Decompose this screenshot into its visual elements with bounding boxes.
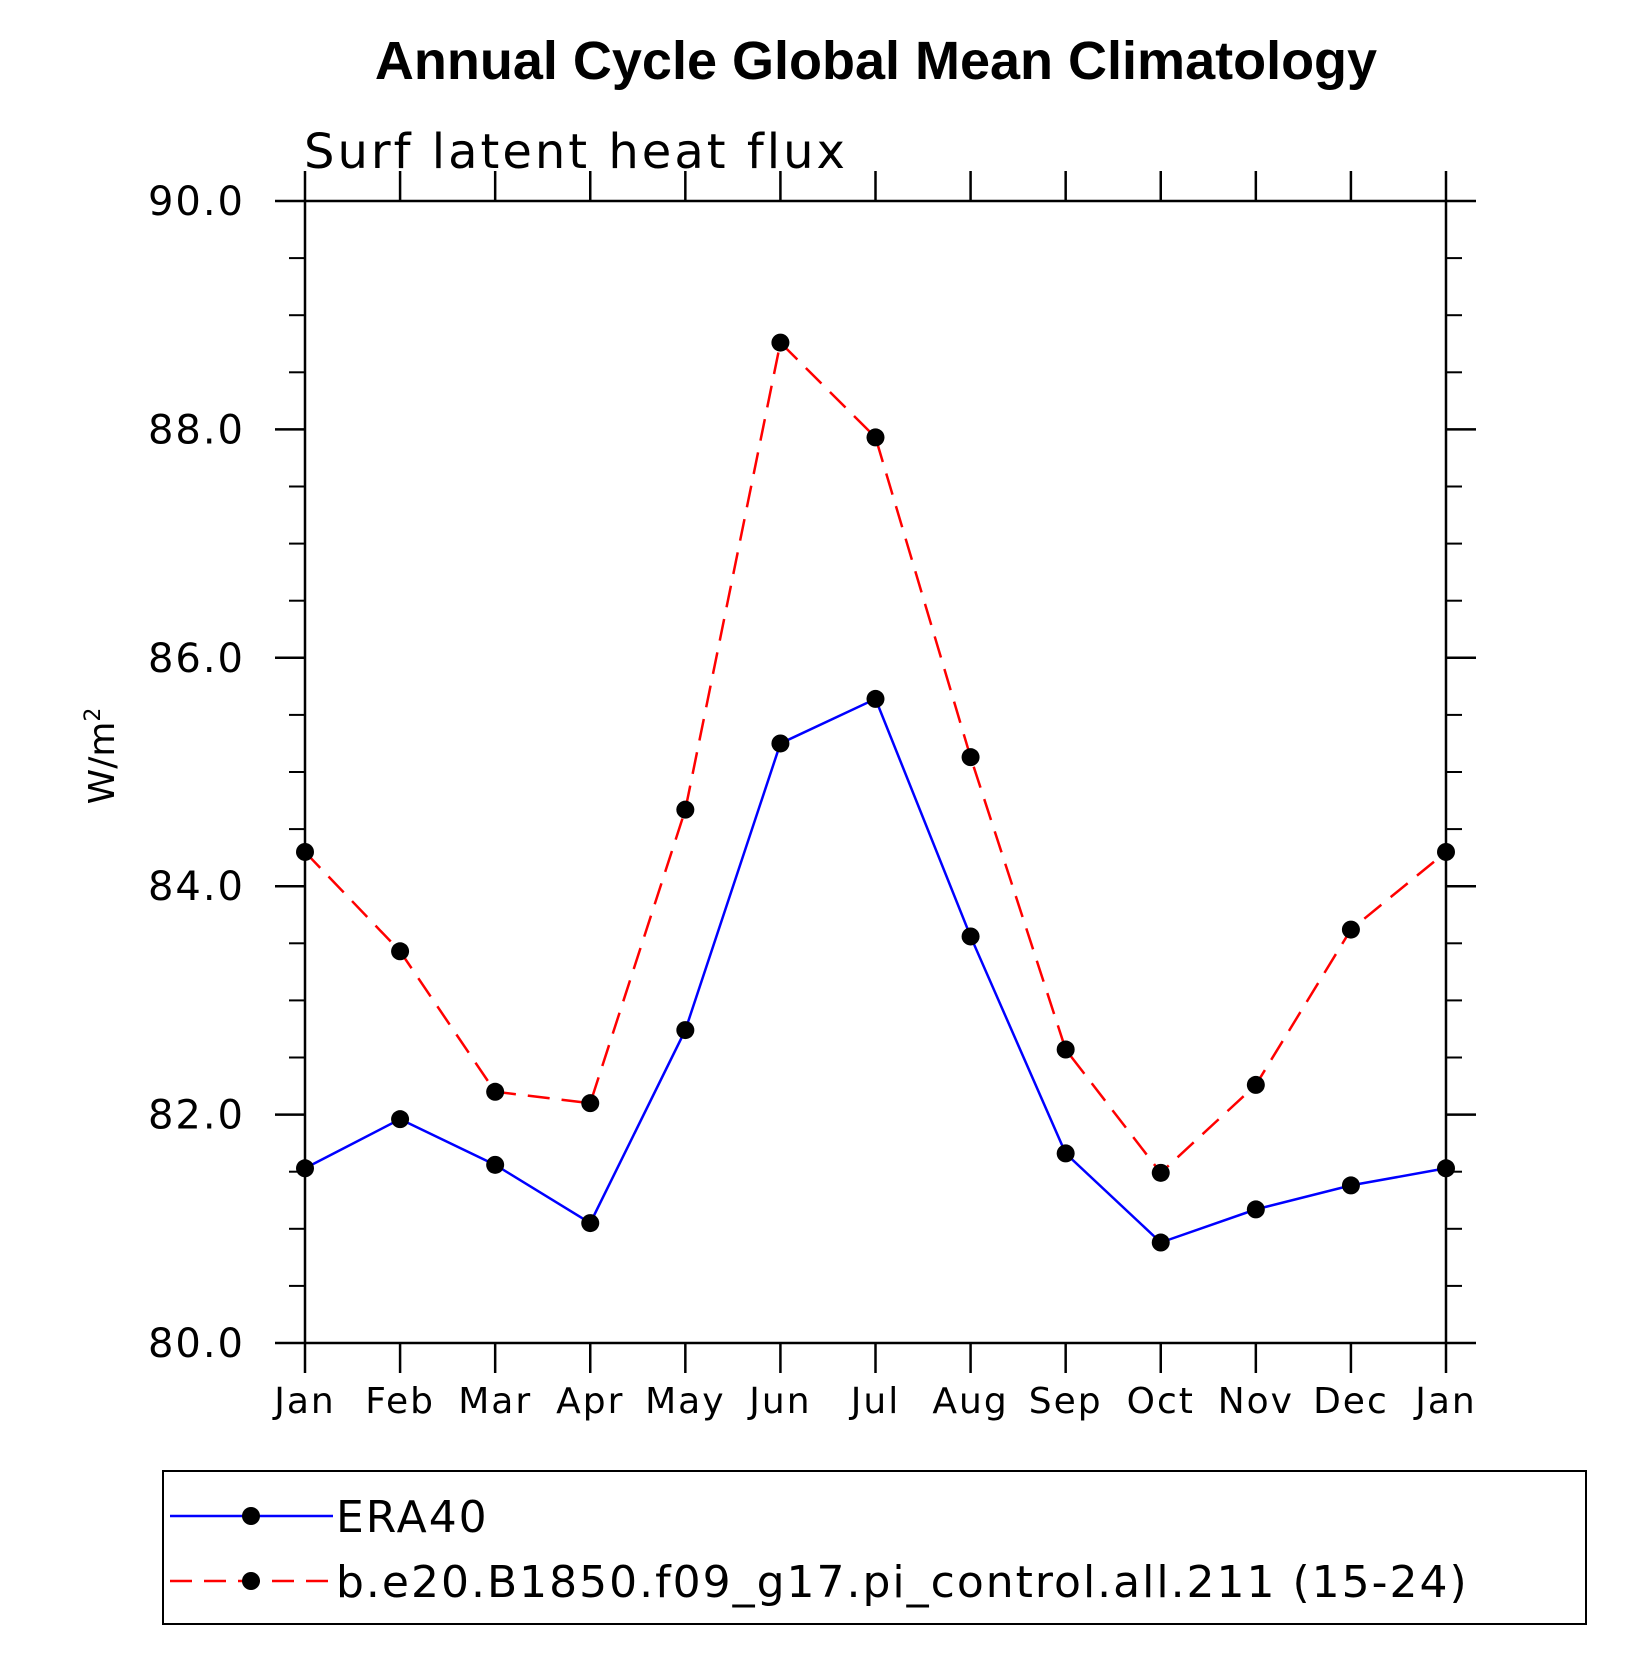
y-tick-label: 84.0 (148, 864, 245, 910)
series-2-point (1151, 1163, 1170, 1182)
x-tick-label: Mar (458, 1381, 532, 1422)
x-tick-label: Jan (1413, 1381, 1477, 1422)
series-1-point (486, 1155, 505, 1174)
chart-title: Annual Cycle Global Mean Climatology (375, 31, 1377, 91)
x-tick-label: Jan (272, 1381, 336, 1422)
series-1-point (961, 927, 980, 946)
y-tick-label: 88.0 (148, 407, 245, 453)
x-tick-label: Sep (1029, 1381, 1103, 1422)
series-2-point (296, 842, 314, 861)
series-1-point (676, 1021, 695, 1040)
plot-area: 80.0 82.0 84.0 86.0 88.0 90.0 Jan Feb Mar Apr May J… (148, 171, 1477, 1422)
x-tick-label: May (645, 1381, 725, 1422)
y-tick-label: 80.0 (148, 1321, 245, 1367)
y-axis-label: W/m2 (81, 708, 123, 805)
series-1-point (391, 1110, 410, 1129)
series-1-point (1056, 1144, 1075, 1163)
legend-box (162, 1470, 1587, 1625)
legend-label-2: b.e20.B1850.f09_g17.pi_control.all.211 (… (336, 1557, 1469, 1608)
chart-subtitle: Surf latent heat flux (304, 124, 848, 180)
x-tick-label: Oct (1127, 1381, 1195, 1422)
series-line-1 (304, 697, 1447, 1244)
series-2-point (771, 333, 790, 352)
series-2-point (486, 1082, 505, 1101)
x-tick-label: Jul (849, 1381, 900, 1422)
series-1-point (771, 734, 790, 753)
series-line-2 (304, 340, 1447, 1175)
x-tick-label: Apr (556, 1381, 624, 1422)
series-1-point (1246, 1200, 1265, 1219)
series-1-point (866, 689, 885, 708)
series-1-point (1437, 1159, 1455, 1178)
legend-swatch-marker-1 (242, 1507, 260, 1525)
legend-label-1: ERA40 (336, 1492, 489, 1543)
series-2-point (391, 942, 410, 961)
legend: ERA40 b.e20.B1850.f09_g17.pi_control.all.… (162, 1470, 1587, 1625)
y-axis-label-superscript: 2 (81, 708, 106, 722)
y-axis-label-base: W/m (82, 722, 123, 805)
series-2-point (1437, 842, 1455, 861)
svg-text:W/m2: W/m2 (81, 708, 123, 805)
series-2-point (866, 428, 885, 447)
series-2-point (1341, 920, 1360, 939)
y-tick-label: 90.0 (148, 179, 245, 225)
x-tick-label: Jun (747, 1381, 811, 1422)
series-2-point (581, 1094, 600, 1113)
series-1-point (1341, 1176, 1360, 1195)
y-tick-label: 86.0 (148, 636, 245, 682)
series-1-point (1151, 1233, 1170, 1252)
series-2-point (1246, 1075, 1265, 1094)
y-tick-label: 82.0 (148, 1093, 245, 1139)
x-tick-label: Feb (365, 1381, 435, 1422)
series-2-point (961, 748, 980, 767)
x-tick-label: Aug (932, 1381, 1008, 1422)
series-1-point (296, 1159, 314, 1178)
series-2-point (676, 800, 695, 819)
series-2-point (1056, 1040, 1075, 1059)
series-1-point (581, 1214, 600, 1233)
x-tick-label: Nov (1218, 1381, 1294, 1422)
legend-swatch-marker-2 (242, 1572, 260, 1590)
x-tick-label: Dec (1313, 1381, 1389, 1422)
